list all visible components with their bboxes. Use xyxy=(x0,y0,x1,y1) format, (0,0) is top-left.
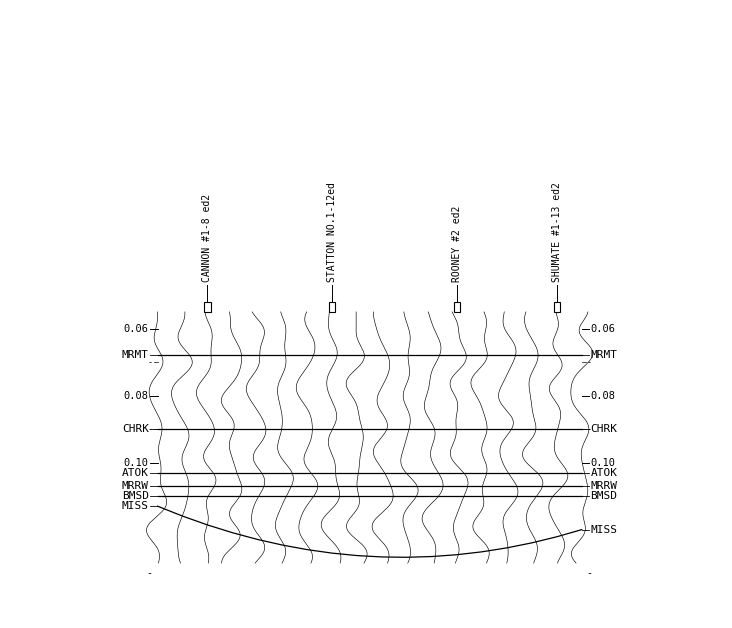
Text: -: - xyxy=(587,568,593,578)
Text: ATOK: ATOK xyxy=(591,468,618,478)
Text: -: - xyxy=(148,358,152,367)
Text: 0.06: 0.06 xyxy=(591,323,616,333)
Text: -: - xyxy=(587,358,591,367)
Text: MRMT: MRMT xyxy=(591,350,618,360)
Text: MRRW: MRRW xyxy=(122,481,149,491)
Text: CANNON #1-8 ed2: CANNON #1-8 ed2 xyxy=(203,193,212,282)
Text: ROONEY #2 ed2: ROONEY #2 ed2 xyxy=(452,205,462,282)
Text: 0.10: 0.10 xyxy=(124,458,149,468)
Text: -: - xyxy=(587,425,591,433)
Text: -: - xyxy=(148,425,152,433)
Text: 0.08: 0.08 xyxy=(591,391,616,401)
Text: CHRK: CHRK xyxy=(591,424,618,434)
Bar xyxy=(454,302,460,312)
Text: MRRW: MRRW xyxy=(591,481,618,491)
Text: MISS: MISS xyxy=(122,501,149,511)
Text: MISS: MISS xyxy=(591,524,618,534)
Text: BMSD: BMSD xyxy=(122,491,149,501)
Text: SHUMATE #1-13 ed2: SHUMATE #1-13 ed2 xyxy=(552,182,562,282)
Text: -: - xyxy=(146,568,152,578)
Text: 0.08: 0.08 xyxy=(124,391,149,401)
Text: STATTON NO.1-12ed: STATTON NO.1-12ed xyxy=(327,182,337,282)
Bar xyxy=(204,302,211,312)
Text: CHRK: CHRK xyxy=(122,424,149,434)
Text: ATOK: ATOK xyxy=(122,468,149,478)
Text: BMSD: BMSD xyxy=(591,491,618,501)
Text: 0.06: 0.06 xyxy=(124,323,149,333)
Text: MRMT: MRMT xyxy=(122,350,149,360)
Bar xyxy=(329,302,335,312)
Bar xyxy=(553,302,560,312)
Text: 0.10: 0.10 xyxy=(591,458,616,468)
